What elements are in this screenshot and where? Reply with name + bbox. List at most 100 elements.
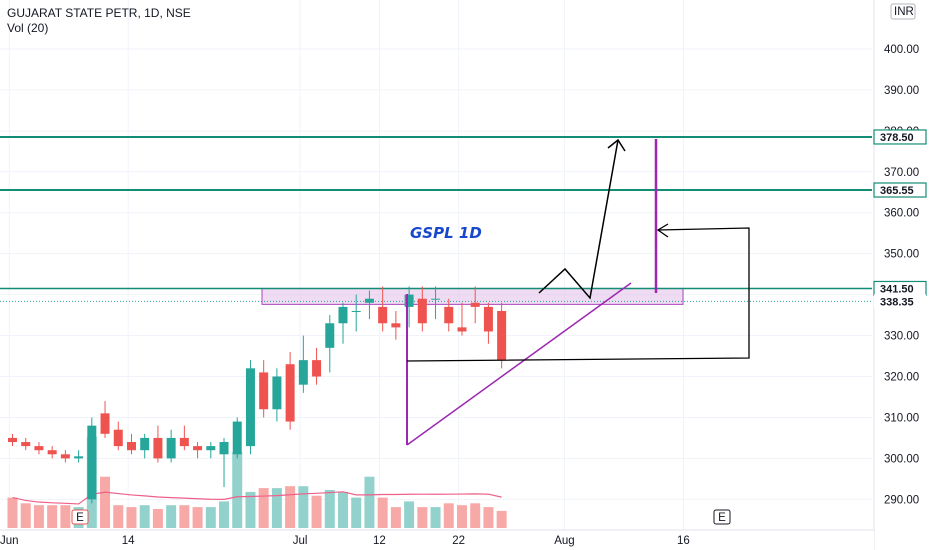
- volume-bar: [179, 505, 190, 528]
- candle-body: [232, 421, 242, 455]
- volume-bar: [258, 488, 269, 528]
- projected-arrowhead: [607, 138, 626, 152]
- price-tick-label: 330.00: [884, 331, 919, 343]
- volume-bar: [113, 505, 124, 528]
- candle-body: [21, 442, 31, 447]
- earnings-event-marker[interactable]: E: [713, 509, 731, 525]
- level-label-text: 378.50: [880, 132, 914, 144]
- time-tick-label: Jun: [0, 535, 18, 547]
- event-marker-box: [71, 509, 89, 525]
- price-tick-label: 300.00: [884, 453, 919, 465]
- candle-body: [166, 437, 176, 459]
- volume-bar: [377, 497, 388, 528]
- candle: [232, 417, 242, 459]
- volume-bar: [192, 507, 203, 528]
- candle: [338, 302, 348, 344]
- price-axis[interactable]: 290.00300.00310.00320.00330.00340.00350.…: [873, 0, 932, 550]
- level-label-text: 338.35: [880, 296, 914, 308]
- candle-body: [74, 456, 84, 459]
- candle: [483, 302, 493, 344]
- volume-bar: [456, 505, 467, 528]
- candle: [312, 347, 322, 385]
- level-label: 365.55: [873, 182, 927, 198]
- candle: [21, 437, 31, 451]
- candle-body: [483, 306, 493, 332]
- candle-body: [113, 429, 123, 447]
- time-tick-label: Aug: [554, 535, 574, 547]
- volume-bar: [443, 503, 454, 528]
- price-tick-label: 370.00: [884, 167, 919, 179]
- candle: [8, 433, 17, 447]
- candle-body: [285, 364, 295, 422]
- volume-bar: [430, 507, 441, 528]
- time-tick-label: Jul: [293, 535, 308, 547]
- candle: [497, 302, 507, 369]
- volume-bar: [20, 503, 31, 528]
- volume-bar: [60, 505, 71, 528]
- volume-bar: [219, 501, 230, 528]
- volume-bar: [404, 501, 415, 528]
- candle-body: [470, 302, 480, 307]
- projected-path: [538, 139, 619, 300]
- currency-badge[interactable]: INR: [890, 3, 916, 20]
- candle-body: [325, 323, 335, 348]
- volume-bar: [298, 486, 309, 528]
- volume-bar: [139, 505, 150, 528]
- candle: [74, 450, 84, 463]
- volume-bar: [364, 476, 375, 528]
- candle: [404, 286, 414, 328]
- time-axis[interactable]: Jun 14 Jul 12 22 Aug 16: [0, 529, 874, 550]
- candle: [100, 401, 110, 438]
- earnings-event-marker[interactable]: E: [71, 509, 89, 525]
- volume-bar: [152, 509, 163, 528]
- candle: [166, 429, 176, 463]
- volume-bar: [205, 507, 216, 528]
- time-tick-label: 22: [452, 535, 465, 547]
- candle-body: [60, 454, 70, 459]
- level-label: 338.35: [874, 294, 926, 309]
- chart-legend: GUJARAT STATE PETR, 1D, NSE Vol (20): [7, 6, 191, 36]
- volume-bar: [311, 495, 322, 528]
- candle: [87, 417, 97, 504]
- volume-indicator-label: Vol (20): [7, 21, 49, 35]
- volume-bar: [470, 503, 481, 528]
- candle: [34, 442, 44, 455]
- time-tick-label: 16: [677, 535, 690, 547]
- volume-bar: [100, 476, 111, 528]
- pattern-drawings: [406, 138, 750, 446]
- measure-arrowhead: [656, 223, 669, 238]
- volume-bar: [483, 507, 494, 528]
- volume-bar: [33, 505, 44, 528]
- candle-body: [404, 294, 414, 307]
- candle-body: [351, 310, 361, 312]
- candle: [444, 298, 454, 332]
- price-tick-label: 290.00: [884, 494, 919, 506]
- candle-body: [444, 306, 454, 324]
- price-tick-label: 400.00: [884, 44, 919, 56]
- candle-body: [193, 446, 203, 451]
- currency-label: INR: [894, 6, 914, 18]
- level-label-box: [873, 182, 927, 198]
- candle: [272, 368, 282, 422]
- candle-body: [206, 446, 216, 451]
- level-label-box: [873, 129, 927, 145]
- volume-bar: [271, 488, 282, 528]
- volume-bar: [47, 505, 58, 528]
- event-marker-label: E: [76, 512, 84, 524]
- volume-bar: [126, 507, 137, 528]
- candle-body: [272, 376, 282, 410]
- candle-body: [338, 306, 348, 324]
- time-tick-label: 14: [122, 535, 135, 547]
- candle: [378, 286, 388, 332]
- time-axis-background: [0, 530, 874, 550]
- candle: [364, 290, 374, 320]
- candle: [179, 425, 189, 451]
- price-tick-label: 360.00: [884, 208, 919, 220]
- volume-bar: [324, 490, 335, 528]
- candle: [457, 302, 467, 336]
- candle-body: [140, 437, 150, 451]
- candle: [126, 433, 136, 455]
